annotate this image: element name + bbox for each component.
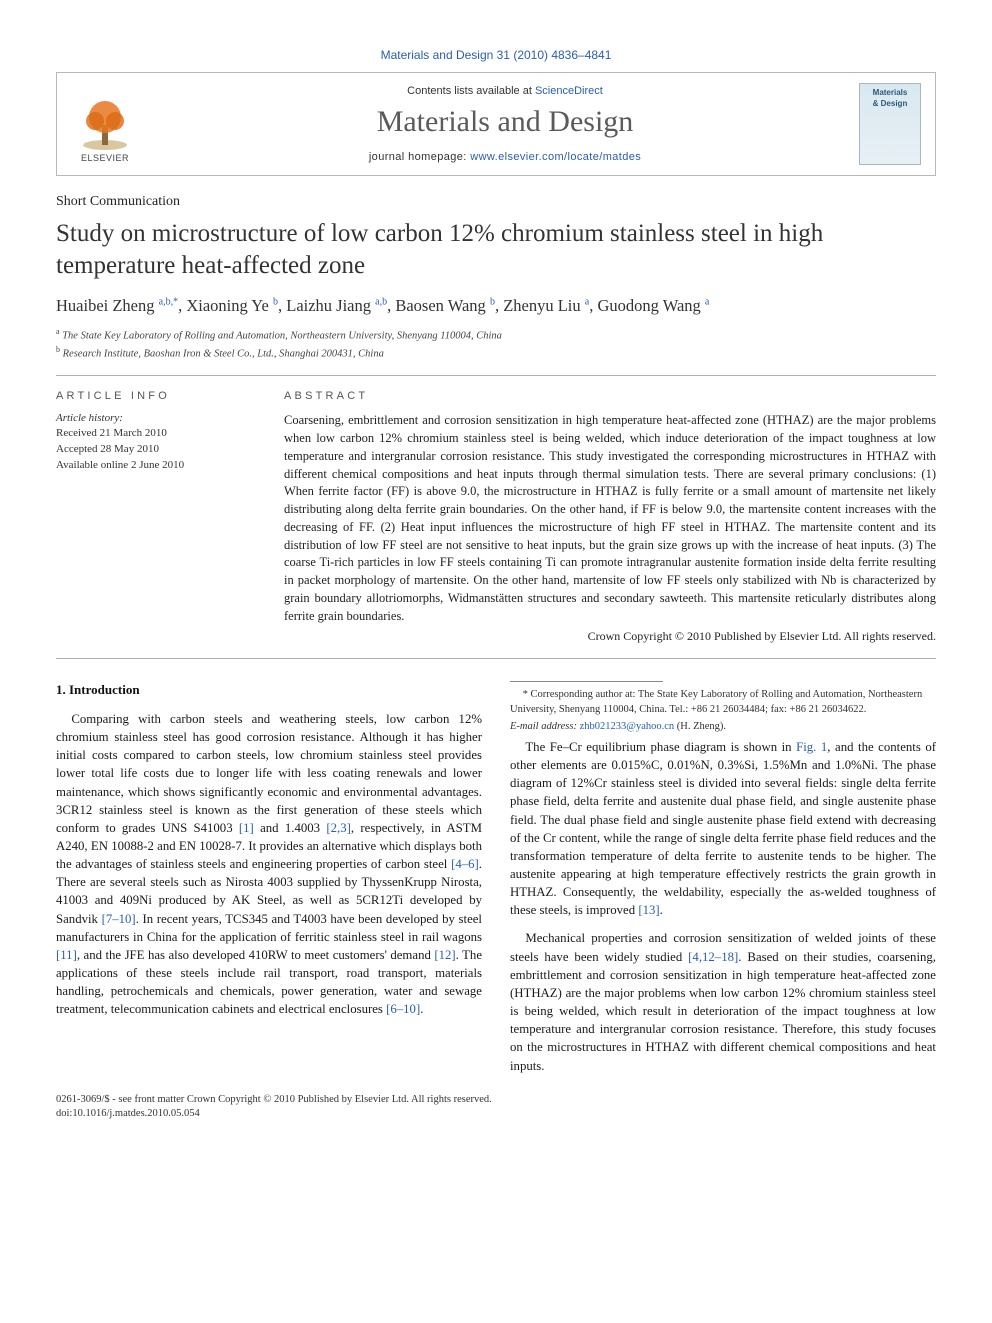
email-link[interactable]: zhb021233@yahoo.cn — [580, 721, 675, 732]
email-label: E-mail address: — [510, 721, 577, 732]
contents-prefix: Contents lists available at — [407, 85, 535, 97]
bottom-issn-doi: 0261-3069/$ - see front matter Crown Cop… — [56, 1093, 936, 1121]
journal-cover-thumb: Materials & Design — [859, 83, 921, 165]
doi-line: doi:10.1016/j.matdes.2010.05.054 — [56, 1107, 936, 1121]
email-footnote: E-mail address: zhb021233@yahoo.cn (H. Z… — [510, 720, 936, 734]
history-received: Received 21 March 2010 — [56, 426, 256, 442]
footnote-separator — [510, 681, 663, 682]
abstract-col: ABSTRACT Coarsening, embrittlement and c… — [284, 390, 936, 644]
homepage-line: journal homepage: www.elsevier.com/locat… — [151, 151, 859, 163]
section-1-heading: 1. Introduction — [56, 681, 482, 699]
footnotes: * Corresponding author at: The State Key… — [510, 688, 936, 734]
journal-name: Materials and Design — [151, 105, 859, 139]
publisher-logo: ELSEVIER — [71, 85, 139, 163]
elsevier-tree-icon — [75, 97, 135, 153]
history-accepted: Accepted 28 May 2010 — [56, 442, 256, 458]
citation-ref[interactable]: Fig. 1 — [796, 740, 827, 754]
corresponding-footnote: * Corresponding author at: The State Key… — [510, 688, 936, 717]
history-label: Article history: — [56, 412, 256, 424]
citation-ref[interactable]: [12] — [434, 948, 455, 962]
homepage-link[interactable]: www.elsevier.com/locate/matdes — [470, 151, 641, 163]
intro-para-2: The Fe–Cr equilibrium phase diagram is s… — [510, 738, 936, 920]
citation-link[interactable]: Materials and Design 31 (2010) 4836–4841 — [381, 48, 612, 62]
abstract-text: Coarsening, embrittlement and corrosion … — [284, 412, 936, 625]
affiliations: a The State Key Laboratory of Rolling an… — [56, 326, 936, 361]
info-abstract-row: ARTICLE INFO Article history: Received 2… — [56, 376, 936, 658]
intro-para-1: Comparing with carbon steels and weather… — [56, 710, 482, 1019]
history-online: Available online 2 June 2010 — [56, 458, 256, 474]
issn-line: 0261-3069/$ - see front matter Crown Cop… — [56, 1093, 936, 1107]
contents-lists-line: Contents lists available at ScienceDirec… — [151, 85, 859, 97]
section-label: Short Communication — [56, 194, 936, 210]
article-info-col: ARTICLE INFO Article history: Received 2… — [56, 390, 256, 644]
intro-para-3: Mechanical properties and corrosion sens… — [510, 929, 936, 1074]
body-columns: 1. Introduction Comparing with carbon st… — [56, 681, 936, 1074]
sciencedirect-link[interactable]: ScienceDirect — [535, 85, 603, 97]
header-center: Contents lists available at ScienceDirec… — [151, 85, 859, 163]
citation-ref[interactable]: [6–10] — [386, 1002, 420, 1016]
journal-header: ELSEVIER Contents lists available at Sci… — [56, 72, 936, 176]
citation-ref[interactable]: [13] — [638, 903, 659, 917]
email-author: (H. Zheng). — [677, 721, 726, 732]
cover-line1: Materials — [873, 88, 908, 97]
citation-ref[interactable]: [4,12–18] — [688, 950, 738, 964]
rule-bottom — [56, 658, 936, 659]
page-root: Materials and Design 31 (2010) 4836–4841… — [0, 0, 992, 1161]
abstract-copyright: Crown Copyright © 2010 Published by Else… — [284, 629, 936, 644]
abstract-head: ABSTRACT — [284, 390, 936, 402]
citation-ref[interactable]: [1] — [239, 821, 254, 835]
citation-ref[interactable]: [4–6] — [451, 857, 479, 871]
publisher-name: ELSEVIER — [81, 153, 129, 163]
citation-ref[interactable]: [7–10] — [102, 912, 136, 926]
cover-line2: & Design — [873, 99, 908, 108]
top-citation: Materials and Design 31 (2010) 4836–4841 — [56, 48, 936, 62]
citation-ref[interactable]: [11] — [56, 948, 77, 962]
citation-ref[interactable]: [2,3] — [326, 821, 351, 835]
homepage-prefix: journal homepage: — [369, 151, 470, 163]
article-info-head: ARTICLE INFO — [56, 390, 256, 402]
authors-line: Huaibei Zheng a,b,*, Xiaoning Ye b, Laiz… — [56, 296, 936, 316]
article-title: Study on microstructure of low carbon 12… — [56, 218, 936, 282]
